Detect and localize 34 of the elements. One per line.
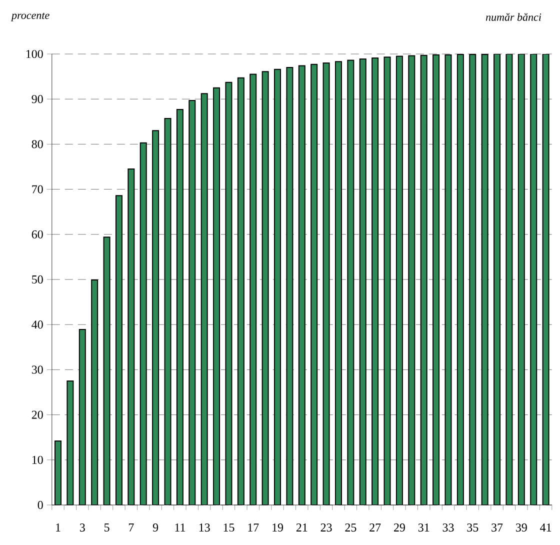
x-tick-label: 11 <box>175 524 186 532</box>
y-tick-label: 40 <box>32 320 43 329</box>
x-tick-label: 3 <box>80 524 85 532</box>
y-tick-label: 0 <box>38 500 43 510</box>
x-tick-label: 7 <box>128 524 134 532</box>
y-tick-label: 20 <box>32 410 43 419</box>
y-tick-label: 60 <box>32 230 43 238</box>
x-tick-label: 13 <box>199 524 210 532</box>
x-tick-label: 29 <box>394 524 405 532</box>
x-tick-label: 37 <box>492 524 503 532</box>
x-tick-label: 17 <box>248 524 259 532</box>
y-tick-label: 70 <box>32 185 43 194</box>
x-tick-label: 41 <box>540 524 552 532</box>
y-tick-label: 80 <box>32 140 43 148</box>
x-tick-label: 9 <box>152 524 158 532</box>
x-tick-label: 23 <box>320 524 332 532</box>
y-tick-label: 30 <box>32 366 43 374</box>
y-tick-label: 10 <box>32 456 43 464</box>
y-tick-label: 100 <box>26 50 43 58</box>
x-axis-title: număr bănci <box>486 13 542 21</box>
x-tick-label: 33 <box>442 524 454 532</box>
x-tick-label: 35 <box>467 524 478 532</box>
x-tick-label: 21 <box>296 524 308 532</box>
x-tick-label: 31 <box>418 524 430 532</box>
x-tick-label: 5 <box>104 524 110 532</box>
x-tick-label: 25 <box>345 524 356 532</box>
x-tick-label: 15 <box>224 524 234 532</box>
x-tick-label: 1 <box>56 524 60 532</box>
y-axis-title: procente <box>10 12 50 22</box>
x-tick-label: 39 <box>516 524 527 532</box>
y-tick-label: 90 <box>32 95 43 104</box>
x-tick-label: 19 <box>272 524 284 532</box>
y-tick-label: 50 <box>32 275 43 284</box>
x-tick-label: 27 <box>370 524 381 532</box>
